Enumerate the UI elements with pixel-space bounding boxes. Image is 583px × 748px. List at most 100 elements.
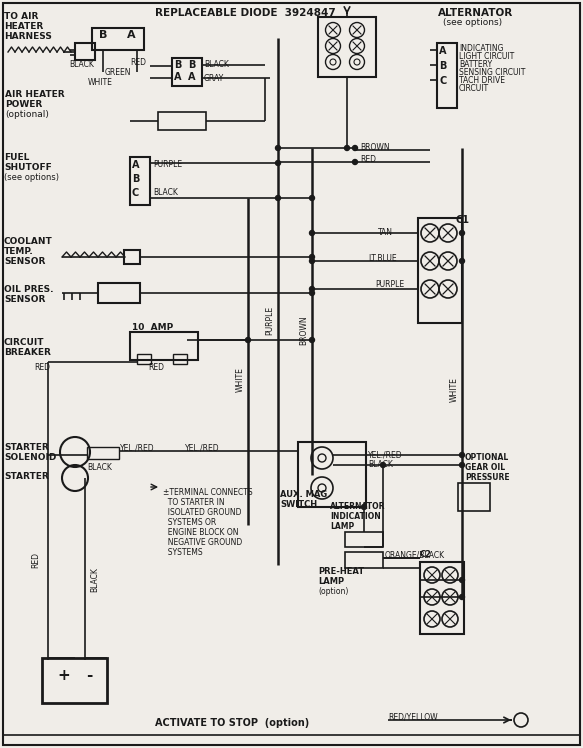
Text: PURPLE: PURPLE [265,305,275,334]
Bar [87,447,119,459]
Text: B: B [188,60,195,70]
Text: B: B [439,61,447,71]
Text: OIL PRES.: OIL PRES. [4,285,54,294]
Text: A: A [132,160,139,170]
Bar [124,250,140,264]
Text: (option): (option) [318,587,349,596]
Text: TEMP.: TEMP. [4,247,34,256]
Text: TO AIR: TO AIR [4,12,38,21]
Bar [42,658,107,703]
Text: B: B [132,174,139,184]
Text: SHUTOFF: SHUTOFF [4,163,52,172]
Bar [98,283,140,303]
Text: LT.BLUE: LT.BLUE [368,254,396,263]
Circle shape [459,577,465,583]
Circle shape [459,259,465,263]
Text: ENGINE BLOCK ON: ENGINE BLOCK ON [163,528,238,537]
Text: LAMP: LAMP [318,577,344,586]
Circle shape [310,259,314,263]
Text: REPLACEABLE DIODE  3924847: REPLACEABLE DIODE 3924847 [155,8,336,18]
Text: PURPLE: PURPLE [375,280,404,289]
Bar [172,58,202,86]
Text: (see options): (see options) [443,18,502,27]
Text: SENSOR: SENSOR [4,257,45,266]
Text: BLACK: BLACK [69,60,94,69]
Text: A: A [127,30,136,40]
Text: WHITE: WHITE [236,367,244,393]
Text: C: C [132,188,139,198]
Circle shape [310,254,314,260]
Text: SYSTEMS OR: SYSTEMS OR [163,518,216,527]
Circle shape [276,161,280,165]
Bar [130,332,198,360]
Text: ACTIVATE TO STOP  (option): ACTIVATE TO STOP (option) [155,718,309,728]
Text: HARNESS: HARNESS [4,32,52,41]
Circle shape [245,337,251,343]
Text: ±TERMINAL CONNECTS: ±TERMINAL CONNECTS [163,488,252,497]
Bar [75,43,95,60]
Circle shape [310,230,314,236]
Text: TO STARTER IN: TO STARTER IN [163,498,224,507]
Text: WHITE: WHITE [449,378,458,402]
Circle shape [310,286,314,292]
Bar [127,137,462,587]
Text: A: A [439,46,447,56]
Text: TAN: TAN [378,228,393,237]
Text: C1: C1 [455,215,469,225]
Text: GRAY: GRAY [204,74,224,83]
Text: (optional): (optional) [5,110,49,119]
Text: RED: RED [148,363,164,372]
Circle shape [459,453,465,458]
Text: ORANGE/BLACK: ORANGE/BLACK [385,550,445,559]
Text: B: B [99,30,107,40]
Bar [420,562,464,634]
Text: B: B [174,60,181,70]
Text: STARTER: STARTER [4,443,49,452]
Text: PURPLE: PURPLE [153,160,182,169]
Text: ALTERNATOR: ALTERNATOR [330,502,385,511]
Text: GREEN: GREEN [105,68,132,77]
Text: RED: RED [31,552,40,568]
Text: CIRCUIT: CIRCUIT [459,84,489,93]
Text: WHITE: WHITE [88,78,113,87]
Circle shape [353,146,357,150]
Text: YEL./RED: YEL./RED [120,443,154,452]
Circle shape [310,195,314,200]
Text: (see options): (see options) [4,173,59,182]
Bar [158,112,206,130]
Bar [137,354,151,364]
Text: BLACK: BLACK [204,60,229,69]
Circle shape [353,159,357,165]
Text: NEGATIVE GROUND: NEGATIVE GROUND [163,538,243,547]
Text: COOLANT: COOLANT [4,237,52,246]
Text: PRESSURE: PRESSURE [465,473,510,482]
Bar [92,28,144,50]
Text: ISOLATED GROUND: ISOLATED GROUND [163,508,241,517]
Text: RED: RED [360,155,376,164]
Text: HEATER: HEATER [4,22,43,31]
Text: BROWN: BROWN [300,315,308,345]
Bar [437,43,457,108]
Text: BLACK: BLACK [368,460,393,469]
Circle shape [459,595,465,599]
Text: SENSOR: SENSOR [4,295,45,304]
Text: 10  AMP: 10 AMP [132,323,173,332]
Bar [298,442,366,507]
Text: SYSTEMS: SYSTEMS [163,548,203,557]
Text: RED/YELLOW: RED/YELLOW [388,712,438,721]
Circle shape [276,146,280,150]
Text: C: C [439,76,446,86]
Text: LAMP: LAMP [330,522,354,531]
Bar [458,483,490,511]
Circle shape [310,337,314,343]
Circle shape [361,504,367,509]
Text: +: + [57,668,70,683]
Text: -: - [86,668,92,683]
Text: INDICATING: INDICATING [459,44,504,53]
Text: SWITCH: SWITCH [280,500,317,509]
Text: YEL./RED: YEL./RED [368,450,403,459]
Circle shape [459,462,465,468]
Text: FUEL: FUEL [4,153,29,162]
Text: CIRCUIT: CIRCUIT [4,338,44,347]
Text: SOLENOID: SOLENOID [4,453,57,462]
